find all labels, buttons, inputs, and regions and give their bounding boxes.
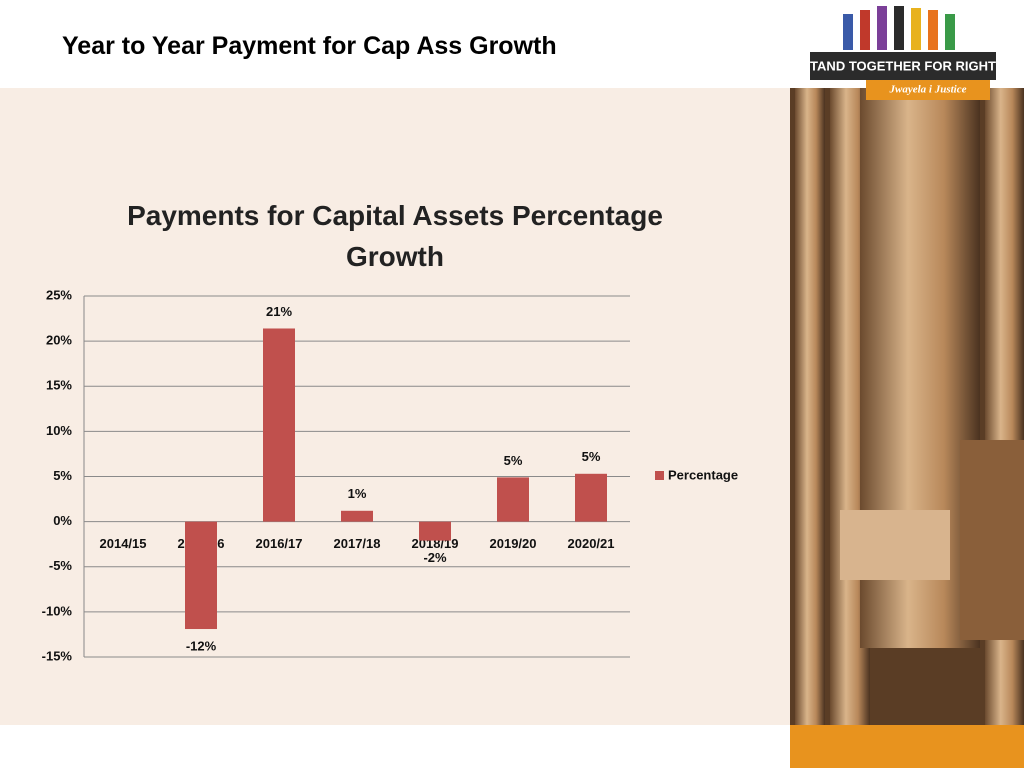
bar [263, 328, 295, 522]
logo-band [810, 52, 996, 80]
data-label: -2% [423, 550, 447, 565]
chart-title: Payments for Capital Assets Percentage G… [127, 200, 663, 272]
bar [419, 521, 451, 541]
data-label: 5% [504, 453, 523, 468]
data-label: -12% [186, 638, 217, 653]
logo-text: STAND TOGETHER FOR RIGHTS [801, 58, 1005, 73]
y-tick-label: -15% [42, 648, 73, 663]
panel [0, 88, 790, 725]
legend-label: Percentage [668, 467, 738, 482]
logo-subtext: Jwayela i Justice [889, 84, 967, 96]
data-label: 1% [348, 486, 367, 501]
bar [341, 510, 373, 522]
data-label: 5% [582, 449, 601, 464]
orange-strip [790, 725, 1024, 768]
slide-title: Year to Year Payment for Cap Ass Growth [62, 32, 557, 60]
y-tick-label: -5% [49, 558, 73, 573]
logo-figures [843, 6, 955, 50]
y-tick-label: 15% [46, 378, 72, 393]
y-tick-label: 10% [46, 423, 72, 438]
x-tick-label: 2017/18 [334, 536, 381, 551]
x-tick-label: 2020/21 [568, 536, 615, 551]
y-tick-label: -10% [42, 603, 73, 618]
x-tick-label: 2014/15 [100, 536, 147, 551]
y-tick-label: 0% [53, 513, 72, 528]
x-tick-label: 2019/20 [490, 536, 537, 551]
pillar [795, 88, 825, 725]
y-tick-label: 20% [46, 333, 72, 348]
y-tick-label: 25% [46, 287, 72, 302]
x-tick-label: 2016/17 [256, 536, 303, 551]
bar [185, 521, 217, 630]
pillar-base [840, 510, 950, 580]
bar [497, 477, 529, 522]
pillar-base [960, 440, 1024, 640]
data-label: 21% [266, 304, 292, 319]
legend-swatch [655, 471, 664, 480]
y-tick-label: 5% [53, 468, 72, 483]
bar [575, 473, 607, 522]
logo-tag [866, 80, 990, 100]
